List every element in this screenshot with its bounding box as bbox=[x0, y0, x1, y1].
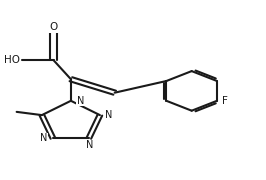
Text: N: N bbox=[86, 140, 94, 150]
Text: N: N bbox=[40, 133, 48, 143]
Text: N: N bbox=[105, 110, 112, 120]
Text: N: N bbox=[77, 96, 84, 106]
Text: HO: HO bbox=[5, 55, 20, 65]
Text: O: O bbox=[49, 22, 58, 32]
Text: F: F bbox=[222, 96, 228, 106]
